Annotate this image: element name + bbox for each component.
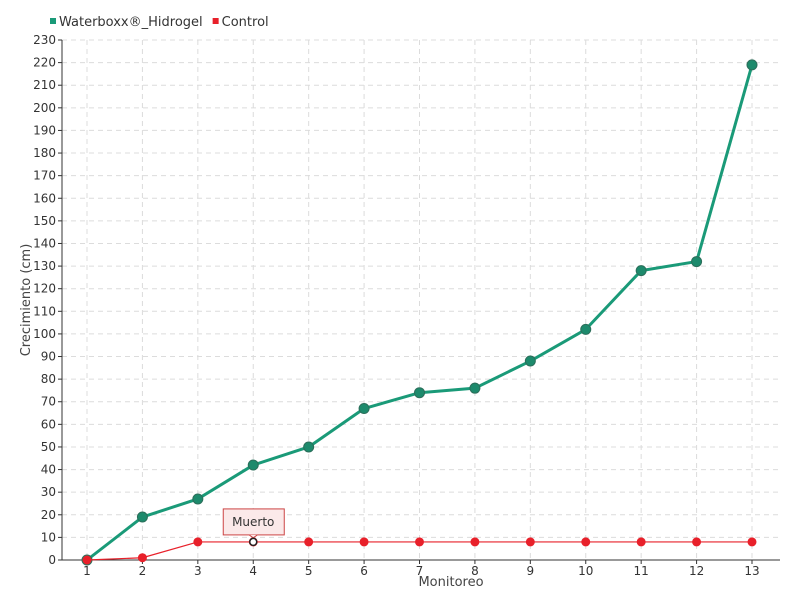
y-tick-label: 230 bbox=[33, 33, 56, 47]
legend-label: Waterboxx®_Hidrogel bbox=[59, 15, 203, 30]
y-tick-label: 80 bbox=[41, 372, 56, 386]
data-point[interactable] bbox=[359, 537, 369, 547]
y-tick-label: 100 bbox=[33, 327, 56, 341]
data-point[interactable] bbox=[415, 537, 424, 547]
annotation-label: Muerto bbox=[232, 515, 274, 529]
x-tick-label: 11 bbox=[634, 564, 649, 578]
data-point[interactable] bbox=[580, 323, 592, 335]
y-tick-label: 0 bbox=[48, 553, 56, 567]
y-tick-label: 70 bbox=[41, 395, 56, 409]
y-tick-label: 30 bbox=[41, 485, 56, 499]
y-tick-label: 180 bbox=[33, 146, 56, 160]
data-point[interactable] bbox=[136, 511, 148, 523]
legend-item-0[interactable]: Waterboxx®_Hidrogel bbox=[50, 15, 203, 30]
data-point[interactable] bbox=[82, 555, 92, 565]
data-point[interactable] bbox=[692, 537, 702, 547]
axes bbox=[61, 40, 780, 561]
y-tick-label: 40 bbox=[41, 463, 56, 477]
y-tick-label: 130 bbox=[33, 259, 56, 273]
y-tick-label: 20 bbox=[41, 508, 56, 522]
data-point[interactable] bbox=[193, 537, 203, 547]
x-tick-label: 13 bbox=[744, 564, 759, 578]
y-axis-title: Crecimiento (cm) bbox=[19, 244, 34, 357]
data-point[interactable] bbox=[303, 441, 315, 453]
data-point[interactable] bbox=[304, 537, 314, 547]
y-tick-label: 90 bbox=[41, 350, 56, 364]
legend-label: Control bbox=[222, 15, 269, 30]
x-tick-label: 7 bbox=[416, 564, 424, 578]
x-tick-label: 2 bbox=[139, 564, 147, 578]
data-point[interactable] bbox=[414, 387, 425, 399]
x-tick-label: 9 bbox=[527, 564, 535, 578]
data-point[interactable] bbox=[746, 59, 758, 71]
x-tick-label: 1 bbox=[83, 564, 91, 578]
data-point[interactable] bbox=[192, 493, 204, 505]
y-tick-label: 200 bbox=[33, 101, 56, 115]
y-tick-label: 50 bbox=[41, 440, 56, 454]
x-tick-label: 6 bbox=[360, 564, 368, 578]
x-tick-label: 12 bbox=[689, 564, 704, 578]
legend-swatch bbox=[50, 18, 56, 24]
y-axis-ticks: 0 10 20 30 40 50 60 70 80 90 100 110 120 130 140 150 160… bbox=[33, 33, 62, 567]
y-tick-label: 170 bbox=[33, 169, 56, 183]
data-point[interactable] bbox=[524, 355, 536, 367]
y-tick-label: 110 bbox=[33, 304, 56, 318]
annotation-marker bbox=[249, 537, 258, 547]
data-point[interactable] bbox=[247, 459, 259, 471]
x-tick-label: 4 bbox=[249, 564, 257, 578]
x-axis-ticks: 1 2 3 4 5 6 7 8 9 10 11 12 13 bbox=[83, 560, 760, 578]
legend: Waterboxx®_Hidrogel Control bbox=[50, 15, 269, 30]
legend-swatch bbox=[212, 18, 219, 24]
y-tick-label: 140 bbox=[33, 236, 56, 250]
data-point[interactable] bbox=[747, 537, 757, 547]
legend-item-1[interactable]: Control bbox=[212, 15, 269, 30]
data-point[interactable] bbox=[469, 382, 481, 394]
y-tick-label: 150 bbox=[33, 214, 56, 228]
y-tick-label: 220 bbox=[33, 56, 56, 70]
x-tick-label: 5 bbox=[305, 564, 313, 578]
data-point[interactable] bbox=[636, 537, 646, 547]
grid bbox=[62, 39, 780, 560]
y-tick-label: 190 bbox=[33, 123, 56, 137]
data-point[interactable] bbox=[137, 553, 147, 563]
data-point[interactable] bbox=[525, 537, 535, 547]
annotations: Muerto bbox=[222, 508, 285, 547]
x-tick-label: 3 bbox=[194, 564, 202, 578]
x-axis-title: Monitoreo bbox=[418, 575, 483, 590]
data-point[interactable] bbox=[358, 403, 370, 415]
y-tick-label: 10 bbox=[41, 530, 56, 544]
annotation-pointer bbox=[248, 534, 258, 539]
annotation: Muerto bbox=[222, 508, 285, 547]
x-tick-label: 10 bbox=[578, 564, 593, 578]
y-tick-label: 60 bbox=[41, 417, 56, 431]
data-point[interactable] bbox=[470, 537, 480, 547]
data-point[interactable] bbox=[635, 265, 647, 277]
y-tick-label: 120 bbox=[33, 282, 56, 296]
data-point[interactable] bbox=[691, 256, 703, 268]
y-tick-label: 210 bbox=[33, 78, 56, 92]
data-point[interactable] bbox=[581, 537, 591, 547]
y-tick-label: 160 bbox=[33, 191, 56, 205]
x-tick-label: 8 bbox=[471, 564, 479, 578]
